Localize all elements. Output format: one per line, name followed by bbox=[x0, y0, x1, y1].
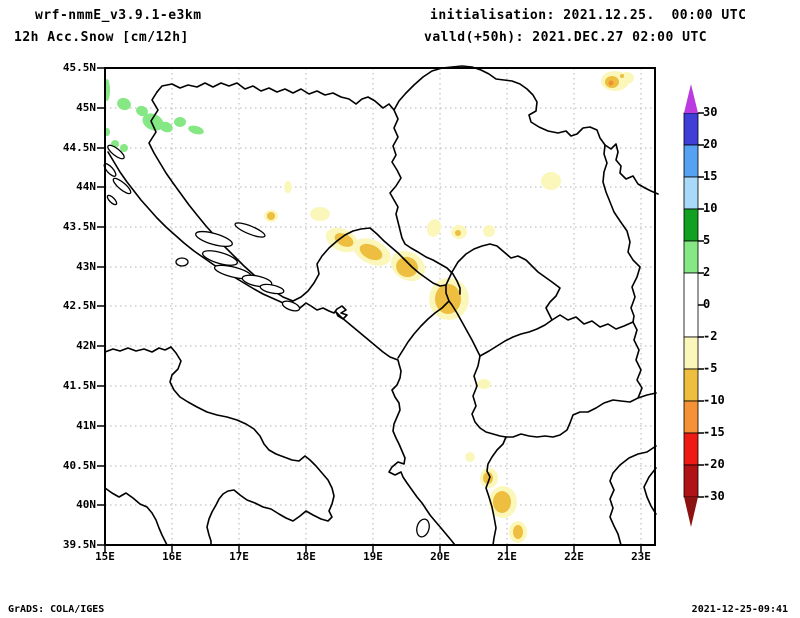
lon-tick-label: 19E bbox=[363, 550, 383, 563]
creation-timestamp: 2021-12-25-09:41 bbox=[691, 604, 788, 615]
lat-tick-label: 45.5N bbox=[62, 61, 96, 74]
border-montenegro bbox=[292, 227, 447, 302]
corfu-island bbox=[416, 518, 430, 538]
border-drina bbox=[389, 109, 461, 295]
lon-tick-label: 22E bbox=[564, 550, 584, 563]
border-sava-danube bbox=[156, 65, 606, 146]
border-albania-greece bbox=[485, 436, 507, 546]
lat-tick-label: 45N bbox=[76, 101, 96, 114]
valid-time-label: valld(+50h): 2021.DEC.27 02:00 UTC bbox=[424, 30, 708, 45]
colorbar-level-label: -15 bbox=[703, 425, 725, 439]
colorbar-level-label: 0 bbox=[703, 297, 711, 311]
lon-tick-label: 18E bbox=[296, 550, 316, 563]
border-montenegro-albania bbox=[397, 300, 450, 359]
lat-tick-label: 43N bbox=[76, 260, 96, 273]
lat-tick-label: 41N bbox=[76, 419, 96, 432]
border-greece-north bbox=[505, 392, 657, 438]
lon-tick-label: 21E bbox=[497, 550, 517, 563]
colorbar-level-label: 30 bbox=[703, 105, 718, 119]
colorbar-level-label: -2 bbox=[703, 329, 718, 343]
colorbar-level-label: -5 bbox=[703, 361, 718, 375]
lon-tick-label: 16E bbox=[162, 550, 182, 563]
colorbar-level-label: 20 bbox=[703, 137, 718, 151]
colorbar-level-label: 15 bbox=[703, 169, 718, 183]
init-time-label: initialisation: 2021.12.25. 00:00 UTC bbox=[430, 8, 747, 23]
colorbar bbox=[683, 84, 704, 527]
lat-tick-label: 41.5N bbox=[62, 379, 96, 392]
lat-tick-label: 44.5N bbox=[62, 141, 96, 154]
coastline-chalkidiki bbox=[643, 467, 657, 515]
border-macedonia-bulgaria bbox=[632, 321, 643, 399]
border-macedonia-north bbox=[551, 314, 634, 330]
lon-tick-label: 20E bbox=[430, 550, 450, 563]
colorbar-level-label: 5 bbox=[703, 233, 711, 247]
coastline-italy-ionian bbox=[104, 487, 168, 546]
axis-ticks bbox=[97, 67, 642, 552]
border-albania-east bbox=[471, 355, 507, 438]
colorbar-level-label: -10 bbox=[703, 393, 725, 407]
country-borders bbox=[104, 65, 659, 546]
lat-tick-label: 44N bbox=[76, 180, 96, 193]
coastline-italy-adriatic bbox=[104, 346, 335, 546]
border-danube-east bbox=[604, 143, 659, 195]
lon-tick-label: 17E bbox=[229, 550, 249, 563]
border-kosovo bbox=[445, 243, 561, 357]
colorbar-level-label: -30 bbox=[703, 489, 725, 503]
adriatic-islands bbox=[103, 144, 430, 538]
colorbar-level-label: 10 bbox=[703, 201, 718, 215]
model-title: wrf-nmmE_v3.9.1-e3km bbox=[35, 8, 202, 23]
lat-tick-label: 40N bbox=[76, 498, 96, 511]
colorbar-level-label: 2 bbox=[703, 265, 711, 279]
lat-tick-label: 42N bbox=[76, 339, 96, 352]
border-serbia-bulgaria bbox=[602, 144, 641, 323]
lat-tick-label: 40.5N bbox=[62, 459, 96, 472]
lat-tick-label: 42.5N bbox=[62, 299, 96, 312]
lat-tick-label: 39.5N bbox=[62, 538, 96, 551]
field-title: 12h Acc.Snow [cm/12h] bbox=[14, 30, 189, 45]
colorbar-level-label: -20 bbox=[703, 457, 725, 471]
snow-accumulation-patches bbox=[104, 71, 634, 543]
lon-tick-label: 15E bbox=[95, 550, 115, 563]
coastline-aegean-west bbox=[609, 445, 657, 546]
lat-tick-label: 43.5N bbox=[62, 220, 96, 233]
lon-tick-label: 23E bbox=[631, 550, 651, 563]
grads-credit: GrADS: COLA/IGES bbox=[8, 604, 105, 615]
map-gridlines bbox=[105, 68, 655, 545]
